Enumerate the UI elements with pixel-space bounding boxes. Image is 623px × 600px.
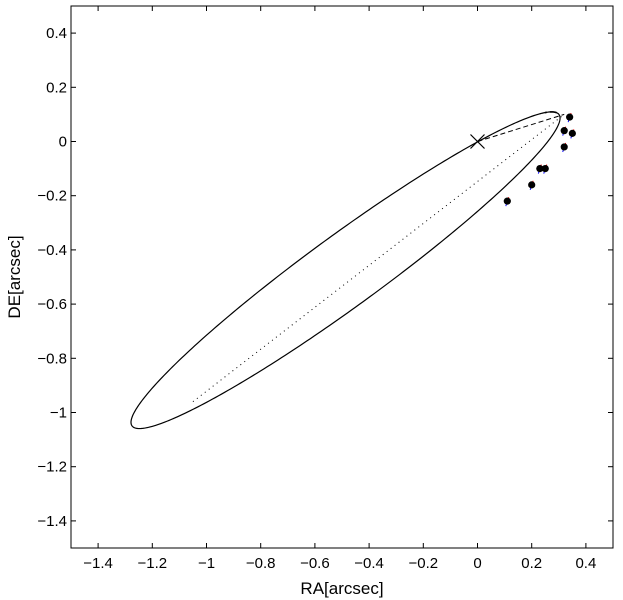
x-axis: −1.4 −1.2 −1 −0.8 −0.6 −0.4 −0.2 0 0.2 0.4 — [83, 6, 596, 572]
y-tick-label: −0.8 — [37, 350, 67, 367]
observation-point — [560, 127, 568, 135]
x-tick-label: −0.2 — [408, 555, 438, 572]
y-tick-label: 0.4 — [46, 25, 67, 42]
x-tick-label: 0.4 — [575, 555, 596, 572]
observation-point — [568, 129, 576, 137]
x-tick-label: 0.2 — [521, 555, 542, 572]
y-tick-label: −1 — [50, 405, 67, 422]
x-tick-label: 0 — [473, 555, 481, 572]
periastron-line — [477, 113, 565, 142]
x-tick-label: −0.8 — [246, 555, 276, 572]
x-tick-label: −1.2 — [137, 555, 167, 572]
y-tick-label: 0 — [59, 134, 67, 151]
y-tick-label: −0.2 — [37, 188, 67, 205]
orbit-dashed-arc — [544, 111, 557, 114]
x-tick-label: −0.6 — [300, 555, 330, 572]
observation-point — [503, 197, 511, 205]
x-axis-label: RA[arcsec] — [300, 579, 383, 598]
y-tick-label: 0.2 — [46, 79, 67, 96]
observation-point — [541, 165, 549, 173]
center-marker — [470, 134, 485, 149]
plot-frame — [70, 5, 614, 549]
x-tick-label: −0.4 — [354, 555, 384, 572]
y-axis-label: DE[arcsec] — [5, 235, 24, 318]
y-tick-label: −1.2 — [37, 459, 67, 476]
observation-point — [560, 143, 568, 151]
observation-point — [536, 165, 544, 173]
orbit-ellipse — [130, 111, 561, 430]
observation-point — [528, 181, 536, 189]
y-tick-label: −0.4 — [37, 242, 67, 259]
x-tick-label: −1.4 — [83, 555, 113, 572]
y-tick-label: −0.6 — [37, 296, 67, 313]
x-tick-label: −1 — [198, 555, 215, 572]
y-tick-label: −1.4 — [37, 513, 67, 530]
y-axis: 0.4 0.2 0 −0.2 −0.4 −0.6 −0.8 −1 −1.2 −1.4 — [37, 25, 613, 530]
observation-point — [566, 113, 574, 121]
plot-content — [130, 111, 576, 430]
